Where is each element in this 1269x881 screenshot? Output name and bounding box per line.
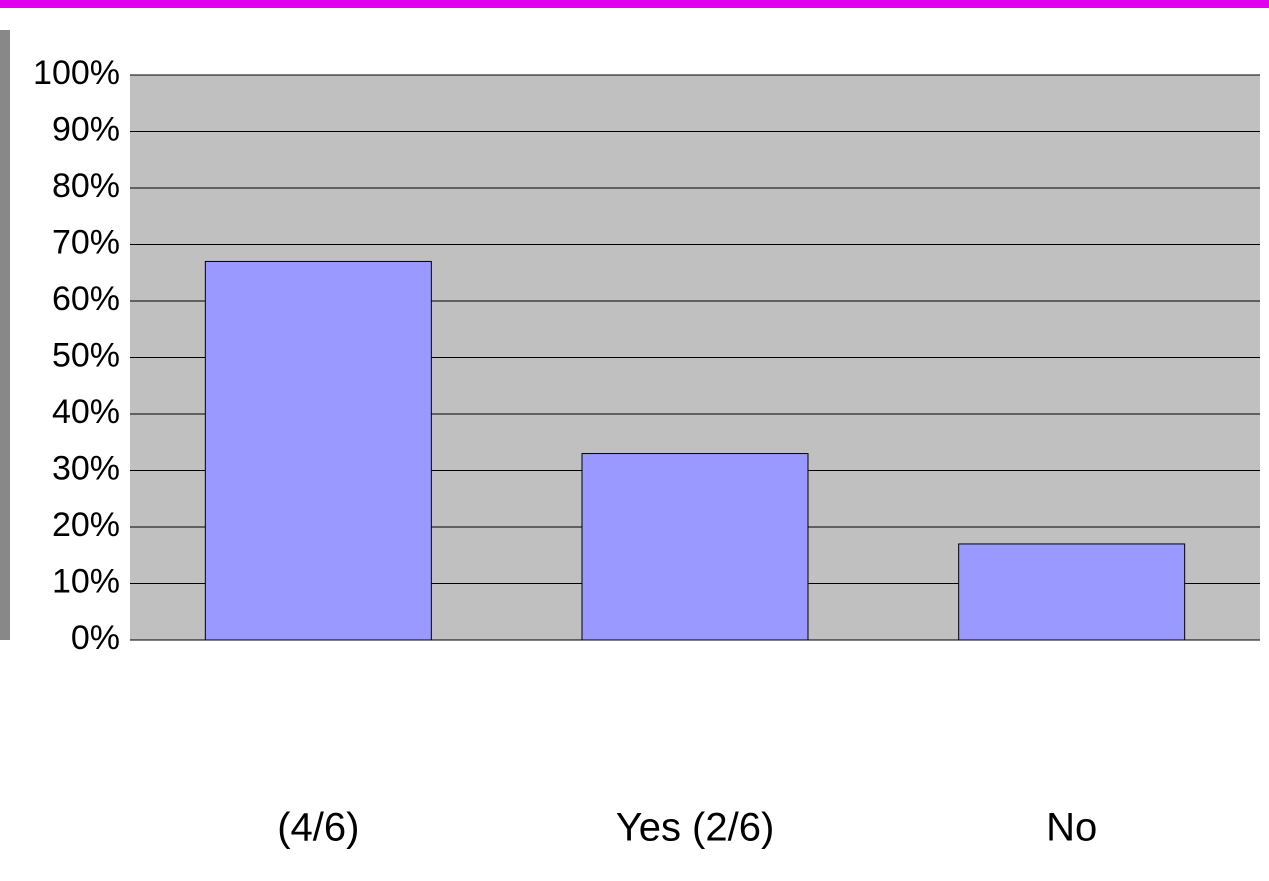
bar bbox=[581, 453, 809, 641]
y-tick-label: 100% bbox=[33, 54, 120, 92]
x-tick-label: No bbox=[1046, 806, 1097, 850]
bar bbox=[958, 543, 1186, 641]
y-tick-label: 50% bbox=[52, 336, 120, 374]
y-tick-label: 70% bbox=[52, 223, 120, 261]
y-tick-label: 80% bbox=[52, 167, 120, 205]
y-tick-label: 40% bbox=[52, 393, 120, 431]
y-tick-label: 90% bbox=[52, 110, 120, 148]
y-tick-label: 30% bbox=[52, 449, 120, 487]
x-tick-label: (4/6) bbox=[277, 806, 359, 850]
y-tick-label: 0% bbox=[71, 619, 120, 657]
top-border bbox=[0, 0, 1269, 8]
y-tick-label: 20% bbox=[52, 506, 120, 544]
y-tick-label: 10% bbox=[52, 562, 120, 600]
bar bbox=[204, 260, 432, 641]
y-tick-label: 60% bbox=[52, 280, 120, 318]
left-strip bbox=[0, 30, 10, 640]
x-tick-label: Yes (2/6) bbox=[616, 806, 775, 850]
